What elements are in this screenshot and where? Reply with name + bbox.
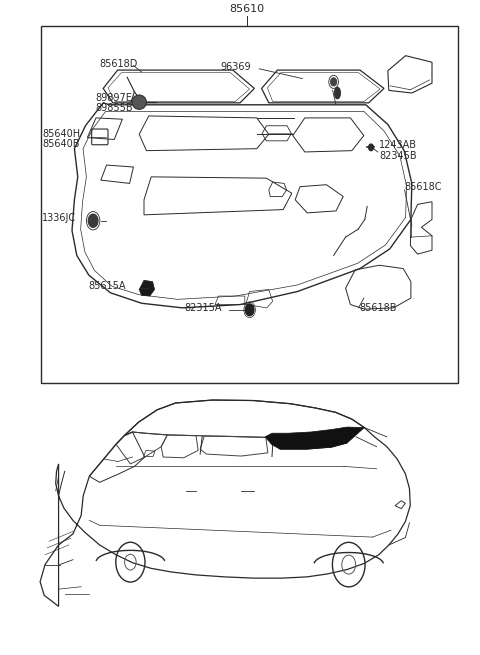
Text: 85610: 85610 <box>229 5 265 14</box>
Text: 85618B: 85618B <box>359 303 396 313</box>
Circle shape <box>331 78 336 86</box>
Bar <box>41 26 458 383</box>
Circle shape <box>88 214 98 227</box>
Text: 85618C: 85618C <box>404 181 442 192</box>
Text: 1336JC: 1336JC <box>42 213 76 223</box>
Text: 85640H: 85640H <box>42 128 80 139</box>
Circle shape <box>369 144 373 151</box>
Ellipse shape <box>334 87 341 99</box>
Text: 82345B: 82345B <box>379 151 417 161</box>
Ellipse shape <box>132 95 146 109</box>
Text: 85640B: 85640B <box>42 139 80 149</box>
Text: 85618D: 85618D <box>100 58 138 69</box>
Polygon shape <box>139 280 155 296</box>
Text: 89897E: 89897E <box>95 92 132 103</box>
Text: 89855B: 89855B <box>95 103 132 113</box>
Polygon shape <box>265 427 364 449</box>
Text: 1243AB: 1243AB <box>379 140 417 151</box>
Text: 82315A: 82315A <box>184 303 222 313</box>
Text: 96369: 96369 <box>220 62 251 72</box>
Text: 85615A: 85615A <box>88 281 126 291</box>
Circle shape <box>245 304 254 316</box>
